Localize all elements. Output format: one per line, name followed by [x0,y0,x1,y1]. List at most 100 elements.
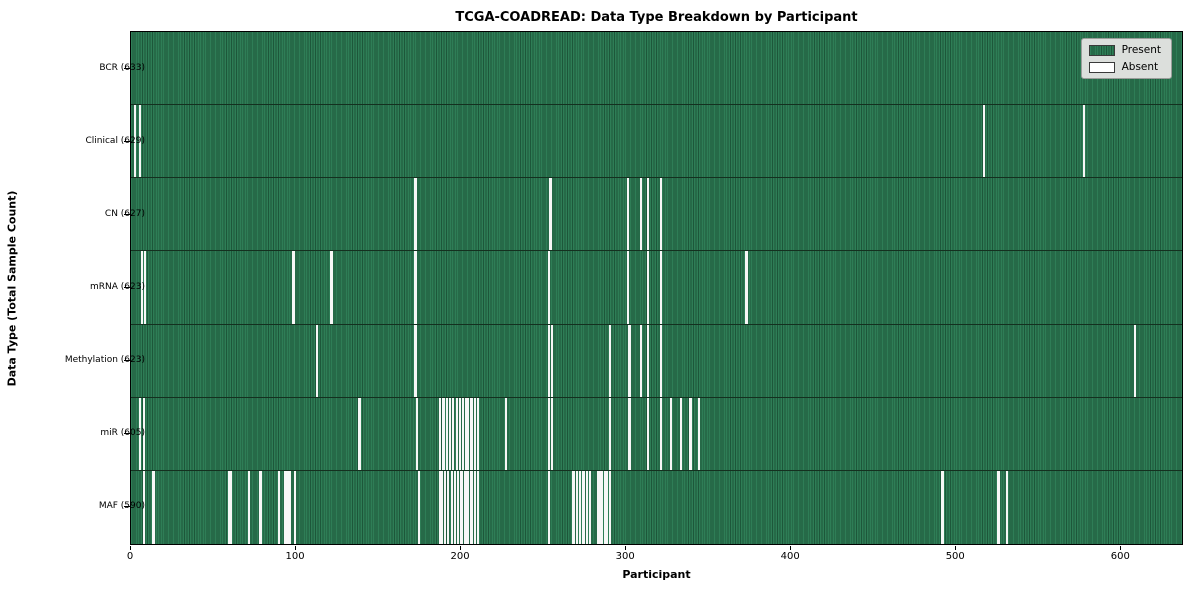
absent-stripe [659,178,662,251]
y-axis-label: Data Type (Total Sample Count) [5,190,19,387]
absent-stripe [626,251,630,324]
absent-stripe [982,105,985,178]
x-tick-mark [295,546,297,550]
y-tick-label-methylation: Methylation (623) [64,355,145,366]
absent-stripe [473,470,476,544]
absent-stripe [467,470,470,544]
absent-stripe [358,397,361,470]
x-tick-mark [130,546,131,550]
absent-stripe [626,178,630,251]
y-tick-mark [124,433,130,435]
absent-stripe [585,470,588,544]
x-axis-label: Participant [622,568,691,581]
absent-stripe [646,324,649,397]
row-mir [131,397,1182,471]
absent-stripe [600,470,603,544]
absent-stripe [462,397,465,470]
absent-stripe [605,470,608,544]
absent-stripe [228,470,231,544]
absent-stripe [294,470,297,544]
absent-stripe [457,470,460,544]
absent-stripe [450,470,453,544]
absent-stripe [448,397,452,470]
y-tick-mark [124,67,130,69]
x-tick-label: 100 [285,551,305,562]
absent-stripe [142,470,145,544]
absent-stripe [628,397,631,470]
absent-stripe [465,397,468,470]
x-tick-mark [1120,546,1122,550]
absent-stripe [603,470,606,544]
absent-stripe [247,470,251,544]
absent-stripe [292,251,295,324]
absent-stripe [597,470,600,544]
absent-stripe [443,470,447,544]
absent-stripe [551,397,554,470]
x-tick-mark [790,546,792,550]
y-tick-label-clinical: Clinical (629) [85,135,145,146]
absent-stripe [453,470,457,544]
absent-stripe [134,105,137,178]
absent-stripe [608,397,611,470]
absent-stripe [458,397,461,470]
y-tick-label-bcr: BCR (633) [99,62,145,73]
absent-stripe [628,324,631,397]
x-tick-mark [955,546,957,550]
absent-stripe [646,397,649,470]
y-tick-mark [124,287,130,288]
absent-stripe [473,397,476,470]
absent-stripe [463,470,466,544]
absent-stripe [659,324,662,397]
absent-stripe [439,397,442,470]
y-tick-label-maf: MAF (590) [98,501,145,512]
present-swatch [1088,44,1115,56]
absent-stripe [745,251,748,324]
absent-stripe [679,397,682,470]
absent-stripe [285,470,289,544]
absent-stripe [414,324,417,397]
absent-stripe [140,251,144,324]
absent-stripe [465,470,468,544]
absent-stripe [259,470,262,544]
x-tick-label: 300 [615,551,635,562]
absent-stripe [289,470,292,544]
absent-stripe [417,470,420,544]
absent-stripe [447,470,450,544]
y-tick-label-mir: miR (605) [100,428,145,439]
absent-stripe [439,470,442,544]
legend-entry-absent: Absent [1088,61,1161,73]
absent-stripe [284,470,287,544]
absent-stripe [139,105,142,178]
row-cn [131,178,1182,252]
absent-stripe [277,470,280,544]
absent-stripe [547,397,550,470]
absent-stripe [445,397,448,470]
absent-stripe [415,397,419,470]
absent-stripe [697,397,700,470]
absent-stripe [608,470,611,544]
y-tick-mark [124,140,130,142]
absent-swatch [1088,61,1115,73]
row-maf [131,470,1182,544]
absent-stripe [997,470,1000,544]
legend-entry-present: Present [1088,44,1161,56]
absent-stripe [547,324,550,397]
absent-stripe [504,397,508,470]
absent-stripe [659,397,662,470]
absent-stripe [1005,470,1008,544]
absent-stripe [941,470,944,544]
absent-stripe [646,178,649,251]
absent-stripe [467,397,470,470]
x-tick-mark [460,546,462,550]
y-tick-label-mrna: mRNA (623) [90,282,145,292]
absent-stripe [669,397,672,470]
absent-stripe [470,470,473,544]
absent-stripe [640,324,643,397]
y-tick-mark [124,213,130,215]
absent-stripe [547,470,550,544]
absent-stripe [551,324,554,397]
absent-stripe [315,324,318,397]
absent-stripe [1083,105,1086,178]
x-tick-label: 500 [945,551,965,562]
absent-stripe [689,397,692,470]
